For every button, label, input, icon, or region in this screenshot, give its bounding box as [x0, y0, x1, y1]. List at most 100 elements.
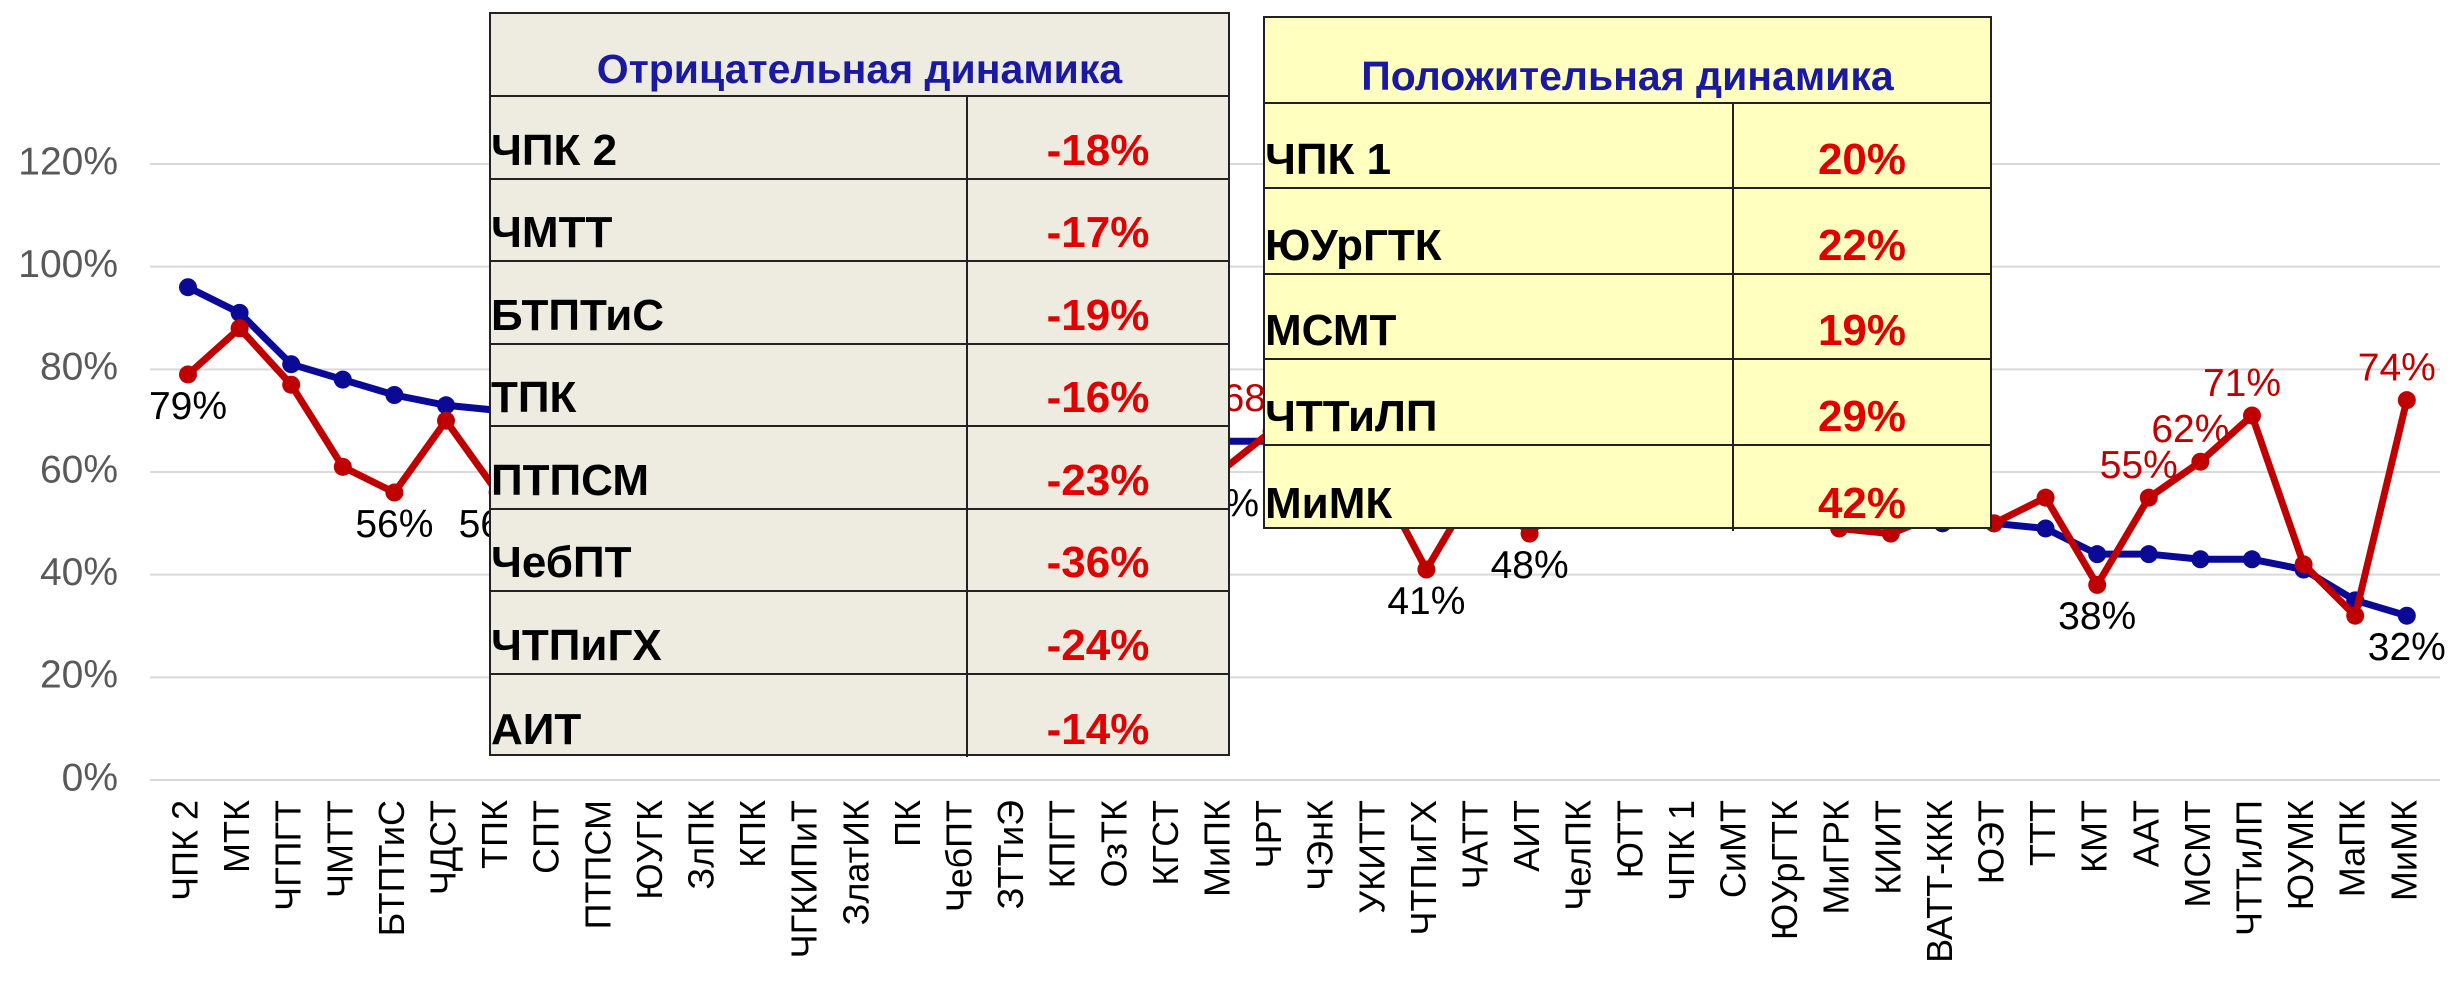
point [230, 319, 249, 338]
point [2088, 545, 2107, 564]
point [2139, 545, 2158, 564]
y-tick-label: 20% [40, 654, 118, 697]
x-tick-label: ЧПК 2 [165, 800, 206, 901]
table-cell: МСМТ [1265, 274, 1734, 359]
x-tick-label: КМТ [2074, 800, 2115, 873]
point [385, 483, 404, 502]
x-tick-label: МТК [216, 800, 257, 873]
table-cell: 42% [1817, 478, 1907, 528]
point [2346, 606, 2365, 625]
point [282, 375, 301, 394]
table-row: ЮУрГТК 22% [1265, 189, 1990, 275]
point [1881, 524, 1900, 543]
x-tick-label: ЮЭТ [1971, 800, 2012, 884]
x-tick-label: ТПК [474, 800, 515, 869]
x-tick-label: КИИТ [1867, 800, 1908, 895]
point [179, 365, 197, 384]
table-cell: ЧМТТ [491, 179, 968, 260]
point [437, 411, 455, 430]
data-label: 32% [2368, 626, 2446, 669]
table-row: ЧебПТ -36% [491, 509, 1228, 592]
table-cell: -23% [1046, 455, 1150, 505]
table-cell: ЧПК 1 [1265, 104, 1734, 188]
table-row: ЧПК 1 20% [1265, 104, 1990, 190]
point [333, 370, 352, 389]
x-tick-label: ЮТТ [1609, 800, 1650, 878]
data-label: 62% [2151, 408, 2229, 451]
table-row: ЧТПиГХ -24% [491, 592, 1228, 675]
point [1417, 560, 1436, 579]
table-cell: -36% [1046, 538, 1150, 587]
point [2191, 550, 2210, 569]
data-label: 55% [2100, 444, 2178, 487]
point [2243, 550, 2261, 569]
y-tick-label: 60% [40, 448, 118, 491]
table-row: ПТПСМ -23% [491, 427, 1228, 510]
point [437, 396, 455, 415]
x-tick-label: ЮУрГТК [1764, 800, 1805, 940]
x-tick-label: ЧелПК [1558, 800, 1599, 911]
point [2191, 452, 2210, 471]
x-tick-label: СПТ [526, 800, 567, 874]
table-cell: 29% [1817, 391, 1907, 441]
table-cell: 22% [1817, 220, 1907, 270]
point [2397, 606, 2416, 625]
x-tick-label: ЮУГК [629, 800, 670, 900]
x-tick-label: АИТ [1506, 800, 1547, 872]
data-label: 41% [1387, 580, 1465, 623]
x-tick-label: ТТТ [2022, 800, 2063, 866]
data-label: 74% [2358, 346, 2436, 389]
table-cell: ЧТТиЛП [1265, 360, 1734, 444]
x-tick-label: ЗТТиЭ [990, 800, 1031, 909]
table-cell: ПТПСМ [491, 427, 968, 508]
table-row: ТПК -16% [491, 344, 1228, 427]
x-tick-label: КГСТ [1145, 800, 1186, 886]
table-cell: -14% [1046, 705, 1150, 754]
point [1520, 524, 1539, 543]
x-tick-label: ЧГПГТ [268, 800, 309, 911]
table-cell: ЮУрГТК [1265, 189, 1734, 273]
x-tick-label: ПТПСМ [577, 800, 618, 929]
x-tick-label: СиМТ [1713, 800, 1754, 898]
x-tick-label: ЧРТ [1248, 800, 1289, 868]
x-tick-label: ЧДСТ [423, 800, 464, 895]
x-tick-label: МаПК [2332, 800, 2373, 897]
table-row: МСМТ 19% [1265, 274, 1990, 361]
table: Положительная динамика ЧПК 1 20% ЮУрГТК 22% М… [1263, 16, 1992, 531]
data-label: 79% [149, 385, 227, 428]
x-tick-label: ААТ [2125, 800, 2166, 867]
x-tick-label: ОзТК [1093, 800, 1134, 887]
table-cell: 20% [1817, 135, 1907, 185]
table-row: ЧПК 2 -18% [491, 97, 1228, 180]
y-tick-label: 120% [18, 140, 118, 183]
table-title: Отрицательная динамика [491, 14, 1228, 97]
data-label: 48% [1491, 544, 1569, 587]
x-tick-label: КПГТ [1042, 800, 1083, 888]
table: Отрицательная динамика ЧПК 2 -18% ЧМТТ -17% Б… [489, 12, 1230, 757]
x-tick-label: БТПТиС [371, 800, 412, 936]
x-tick-label: ЧТТиЛП [2229, 800, 2270, 936]
table-cell: -24% [1046, 620, 1150, 670]
point [2243, 406, 2261, 425]
x-tick-label: ЧЭнК [1300, 800, 1341, 891]
table-row: ЧТТиЛП 29% [1265, 360, 1990, 446]
table-cell: -18% [1046, 125, 1150, 175]
y-tick-label: 80% [40, 346, 118, 389]
x-tick-label: ЧАТТ [1455, 800, 1496, 889]
data-label: 56% [355, 503, 433, 546]
point [179, 278, 197, 297]
table-row: ЧМТТ -17% [491, 179, 1228, 262]
x-tick-label: ЗлатИК [835, 800, 876, 925]
x-tick-label: ЧГКИПиТ [784, 800, 825, 958]
data-label: 71% [2203, 362, 2281, 405]
point [230, 303, 249, 322]
x-tick-label: ВАТТ-ККК [1919, 800, 1960, 963]
table-cell: -16% [1046, 373, 1150, 422]
x-tick-label: УКИТТ [1351, 800, 1392, 914]
x-tick-label: ЧМТТ [319, 800, 360, 898]
table-cell: ТПК [491, 344, 968, 425]
x-tick-label: ЧебПТ [939, 800, 980, 912]
y-tick-label: 100% [18, 243, 118, 286]
table-cell: БТПТиС [491, 262, 968, 343]
